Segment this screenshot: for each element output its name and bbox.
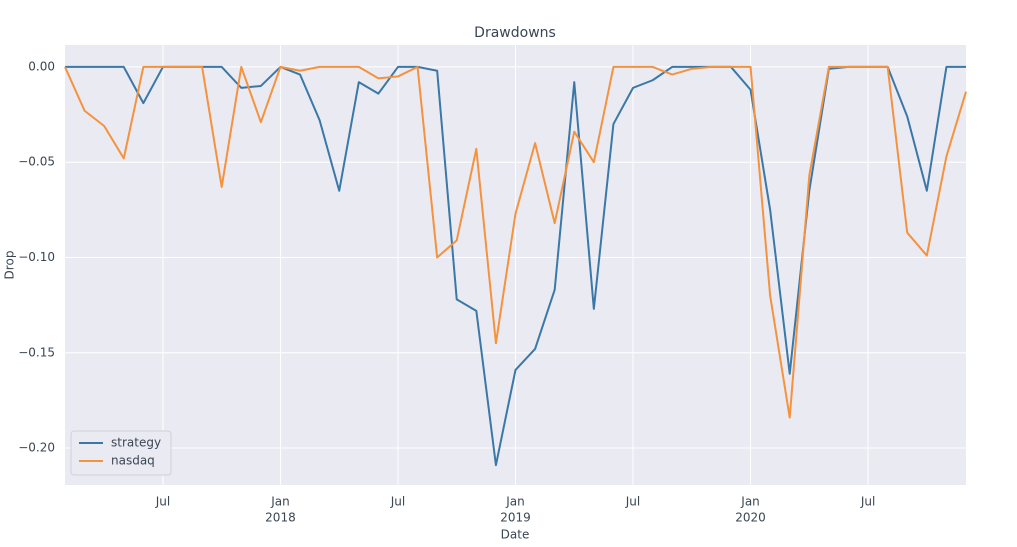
x-tick-label: Jul xyxy=(625,495,640,509)
legend-label: strategy xyxy=(111,436,161,450)
x-tick-label: Jul xyxy=(390,495,405,509)
x-tick-label: Jan xyxy=(740,495,760,509)
x-tick-year: 2019 xyxy=(500,511,531,525)
x-tick-year: 2018 xyxy=(265,511,296,525)
y-tick-label: −0.20 xyxy=(18,441,55,455)
x-tick-year: 2020 xyxy=(735,511,766,525)
y-axis-label: Drop xyxy=(3,251,17,280)
y-tick-label: −0.10 xyxy=(18,250,55,264)
x-tick-label: Jan xyxy=(270,495,290,509)
legend: strategy nasdaq xyxy=(70,430,172,476)
x-tick-label: Jul xyxy=(155,495,170,509)
y-tick-label: −0.15 xyxy=(18,345,55,359)
y-tick-label: 0.00 xyxy=(28,59,55,73)
x-axis-label: Date xyxy=(501,528,530,542)
series-line xyxy=(65,65,966,467)
chart-title: Drawdowns xyxy=(474,25,556,41)
y-tick-label: −0.05 xyxy=(18,155,55,169)
series-line xyxy=(64,65,967,419)
legend-label: nasdaq xyxy=(111,454,155,468)
x-tick-label: Jul xyxy=(860,495,875,509)
x-tick-label: Jan xyxy=(505,495,525,509)
